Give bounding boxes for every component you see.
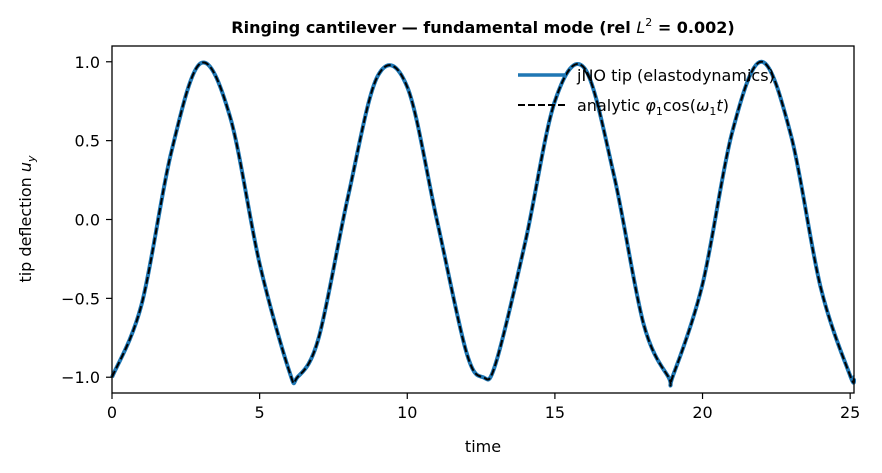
title-symbol: L: [636, 18, 645, 37]
x-tick-label: 10: [397, 403, 417, 422]
x-axis-ticks: 0 5 10 15 20 25: [107, 393, 860, 422]
y-tick-label: −0.5: [61, 289, 100, 308]
y-axis-label-symbol: u: [16, 162, 35, 172]
series-group: [110, 59, 856, 388]
series-line-analytic: [111, 60, 855, 387]
y-axis-label-main: tip deflection: [16, 172, 35, 282]
x-axis-label: time: [465, 437, 501, 456]
x-tick-label: 15: [545, 403, 565, 422]
title-end: = 0.002): [652, 18, 734, 37]
legend-label-jno: jNO tip (elastodynamics): [576, 66, 775, 85]
series-line-jno: [110, 59, 856, 388]
y-axis-ticks: 1.0 0.5 0.0 −0.5 −1.0: [61, 53, 112, 387]
y-axis-label: tip deflection uy: [16, 155, 38, 283]
y-tick-label: −1.0: [61, 368, 100, 387]
legend: jNO tip (elastodynamics) analytic φ1cos(…: [518, 66, 775, 118]
y-tick-label: 1.0: [75, 53, 100, 72]
title-main: Ringing cantilever — fundamental mode (r…: [231, 18, 636, 37]
x-tick-label: 5: [255, 403, 265, 422]
x-tick-label: 20: [692, 403, 712, 422]
legend-label-analytic: analytic φ1cos(ω1t): [577, 96, 729, 118]
y-tick-label: 0.0: [75, 211, 100, 230]
x-tick-label: 25: [840, 403, 860, 422]
y-tick-label: 0.5: [75, 132, 100, 151]
chart-title: Ringing cantilever — fundamental mode (r…: [231, 16, 734, 37]
title-superscript: 2: [645, 16, 652, 29]
y-axis-label-subscript: y: [25, 155, 38, 163]
x-tick-label: 0: [107, 403, 117, 422]
